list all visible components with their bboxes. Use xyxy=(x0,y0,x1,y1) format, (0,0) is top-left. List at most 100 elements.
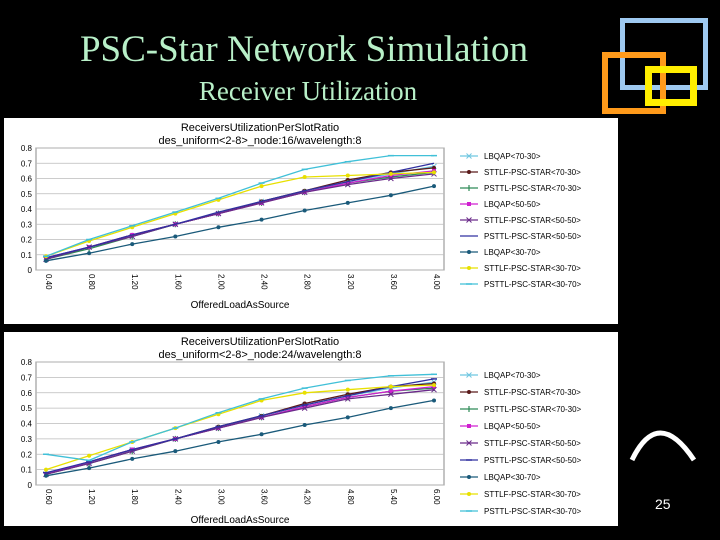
y-tick-label: 0.3 xyxy=(21,435,33,444)
data-point xyxy=(388,406,393,411)
legend-label: PSTTL-PSC-STAR<30-70> xyxy=(484,507,582,516)
data-point xyxy=(216,225,221,230)
marker-stroke xyxy=(388,175,394,182)
x-tick-label: 1.20 xyxy=(87,489,96,505)
legend-label: STTLF-PSC-STAR<70-30> xyxy=(484,388,581,397)
x-tick-label: 3.60 xyxy=(260,489,269,505)
data-point xyxy=(302,404,307,409)
data-point xyxy=(388,175,394,182)
data-point xyxy=(345,200,350,205)
data-point xyxy=(302,174,307,179)
legend-label: LBQAP<70-30> xyxy=(484,152,541,161)
legend-label: LBQAP<30-70> xyxy=(484,473,541,482)
legend-label: STTLF-PSC-STAR<70-30> xyxy=(484,168,581,177)
y-tick-label: 0.3 xyxy=(21,220,33,229)
marker-stroke xyxy=(466,217,472,223)
legend-marker xyxy=(467,170,471,174)
series-line xyxy=(45,185,435,262)
x-tick-label: 2.00 xyxy=(216,274,225,290)
data-point xyxy=(388,193,393,198)
legend-marker xyxy=(467,250,471,254)
data-point xyxy=(44,467,48,472)
series-9 xyxy=(43,154,437,258)
page-number: 25 xyxy=(655,496,671,512)
data-point xyxy=(345,181,350,186)
x-tick-label: 3.20 xyxy=(346,274,355,290)
legend-label: STTLF-PSC-STAR<50-50> xyxy=(484,216,581,225)
data-point xyxy=(173,234,178,239)
slide-subtitle: Receiver Utilization xyxy=(198,76,418,106)
legend-label: LBQAP<50-50> xyxy=(484,422,541,431)
data-point xyxy=(345,387,350,392)
legend-label: PSTTL-PSC-STAR<50-50> xyxy=(484,456,582,465)
data-point xyxy=(344,181,351,188)
data-point xyxy=(432,383,436,388)
data-point xyxy=(345,415,350,420)
chart-panel-2: ReceiversUtilizationPerSlotRatio des_unif… xyxy=(4,332,618,526)
y-tick-label: 0.2 xyxy=(21,450,33,459)
data-point xyxy=(302,390,307,395)
y-tick-label: 0.6 xyxy=(21,389,33,398)
legend-label: STTLF-PSC-STAR<30-70> xyxy=(484,264,581,273)
legend-marker xyxy=(467,390,471,394)
y-tick-label: 0.5 xyxy=(21,190,33,199)
series-line xyxy=(45,373,435,462)
y-tick-label: 0.2 xyxy=(21,236,33,245)
series-line xyxy=(45,399,435,477)
data-point xyxy=(388,389,393,394)
data-point xyxy=(259,184,264,189)
data-point xyxy=(344,396,351,402)
x-tick-label: 4.20 xyxy=(303,489,312,505)
series-7 xyxy=(44,398,436,478)
data-point xyxy=(87,466,92,471)
legend-label: PSTTL-PSC-STAR<50-50> xyxy=(484,232,582,241)
y-tick-label: 0 xyxy=(28,481,33,490)
y-tick-label: 0.8 xyxy=(21,144,33,153)
data-point xyxy=(345,395,350,400)
decorative-yellow-square xyxy=(645,66,697,106)
data-point xyxy=(44,258,48,263)
series-7 xyxy=(44,184,436,263)
marker-stroke xyxy=(344,181,351,188)
slide-title: PSC-Star Network Simulation xyxy=(79,29,529,70)
chart-2: ReceiversUtilizationPerSlotRatiodes_unif… xyxy=(21,336,582,526)
x-tick-label: 5.40 xyxy=(389,489,398,505)
series-line xyxy=(45,154,434,257)
chart-subtitle: des_uniform<2-8>_node:24/wavelength:8 xyxy=(158,349,361,361)
data-point xyxy=(259,432,264,437)
data-point xyxy=(388,171,393,176)
data-point xyxy=(87,453,92,458)
data-point xyxy=(345,173,350,178)
legend-marker xyxy=(466,153,472,159)
chart-subtitle: des_uniform<2-8>_node:16/wavelength:8 xyxy=(158,135,361,147)
x-tick-label: 2.80 xyxy=(303,274,312,290)
data-point xyxy=(432,170,436,175)
y-tick-label: 0.4 xyxy=(21,420,33,429)
x-tick-label: 0.60 xyxy=(44,489,53,505)
legend-label: PSTTL-PSC-STAR<30-70> xyxy=(484,280,582,289)
marker-stroke xyxy=(388,391,394,398)
data-point xyxy=(388,384,393,389)
x-tick-label: 2.40 xyxy=(260,274,269,290)
legend-marker xyxy=(467,266,471,270)
y-tick-label: 0.6 xyxy=(21,175,33,184)
data-point xyxy=(432,398,436,403)
series-line xyxy=(45,378,435,474)
legend-label: STTLF-PSC-STAR<30-70> xyxy=(484,490,581,499)
data-point xyxy=(259,217,264,222)
series-line xyxy=(45,162,435,259)
marker-stroke xyxy=(466,372,472,378)
series-line xyxy=(45,173,435,260)
legend-label: PSTTL-PSC-STAR<70-30> xyxy=(484,405,582,414)
legend-label: PSTTL-PSC-STAR<70-30> xyxy=(484,184,582,193)
legend-marker xyxy=(467,424,471,428)
decorative-arc xyxy=(629,430,697,462)
y-tick-label: 0.1 xyxy=(21,466,33,475)
legend-marker xyxy=(466,217,472,223)
data-point xyxy=(44,473,48,478)
data-point xyxy=(431,386,437,393)
x-tick-label: 0.40 xyxy=(44,274,53,290)
y-tick-label: 0.5 xyxy=(21,404,33,413)
legend-marker xyxy=(467,492,471,496)
data-point xyxy=(388,391,394,398)
